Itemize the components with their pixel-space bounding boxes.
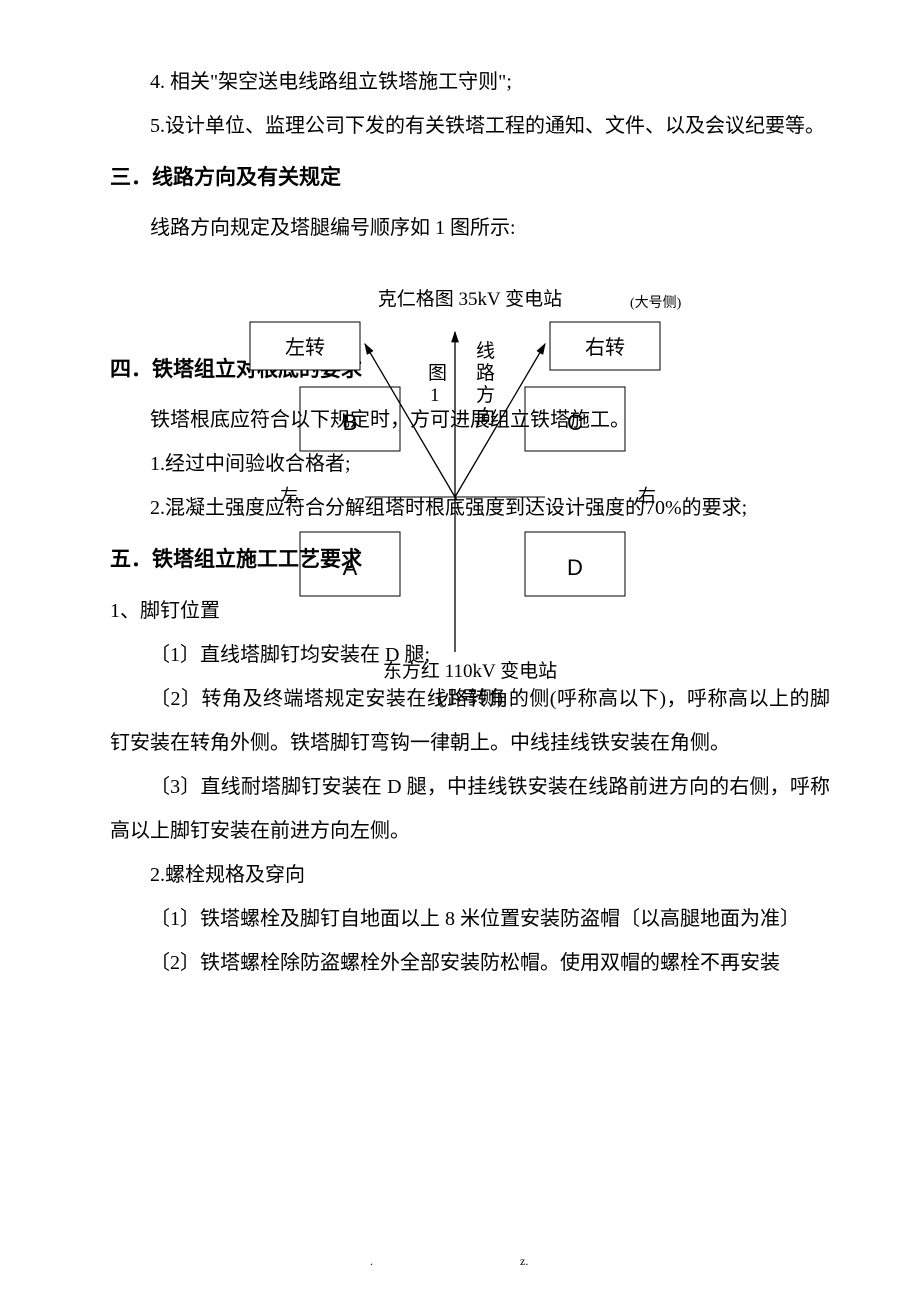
footer-dot: .	[370, 1248, 373, 1274]
heading-5: 五．铁塔组立施工工艺要求	[110, 536, 830, 582]
list-item-5: 5.设计单位、监理公司下发的有关铁塔工程的通知、文件、以及会议纪要等。	[110, 104, 830, 148]
h4-i2: 2.混凝土强度应符合分解组塔时根底强度到达设计强度的70%的要求;	[110, 486, 830, 530]
h5-s1-i2: 〔2〕转角及终端塔规定安装在线路转角的侧(呼称高以下)，呼称高以上的脚钉安装在转…	[110, 677, 830, 765]
h3-p1: 线路方向规定及塔腿编号顺序如 1 图所示:	[110, 206, 830, 250]
page: 4. 相关"架空送电线路组立铁塔施工守则"; 5.设计单位、监理公司下发的有关铁…	[0, 0, 920, 1302]
footer-z: z.	[520, 1248, 528, 1274]
h4-p1: 铁塔根底应符合以下规定时，方可进展组立铁塔施工。	[110, 398, 830, 442]
h5-s1-i1: 〔1〕直线塔脚钉均安装在 D 腿;	[110, 633, 830, 677]
h5-sub2: 2.螺栓规格及穿向	[110, 853, 830, 897]
heading-4: 四．铁塔组立对根底的要求	[110, 346, 830, 392]
h5-s2-i2: 〔2〕铁塔螺栓除防盗螺栓外全部安装防松帽。使用双帽的螺栓不再安装	[110, 941, 830, 985]
heading-3: 三．线路方向及有关规定	[110, 154, 830, 200]
h5-sub1: 1、脚钉位置	[110, 589, 830, 633]
list-item-4: 4. 相关"架空送电线路组立铁塔施工守则";	[110, 60, 830, 104]
h5-s1-i3: 〔3〕直线耐塔脚钉安装在 D 腿，中挂线铁安装在线路前进方向的右侧，呼称高以上脚…	[110, 765, 830, 853]
h5-s2-i1: 〔1〕铁塔螺栓及脚钉自地面以上 8 米位置安装防盗帽〔以高腿地面为准〕	[110, 897, 830, 941]
h4-i1: 1.经过中间验收合格者;	[110, 442, 830, 486]
